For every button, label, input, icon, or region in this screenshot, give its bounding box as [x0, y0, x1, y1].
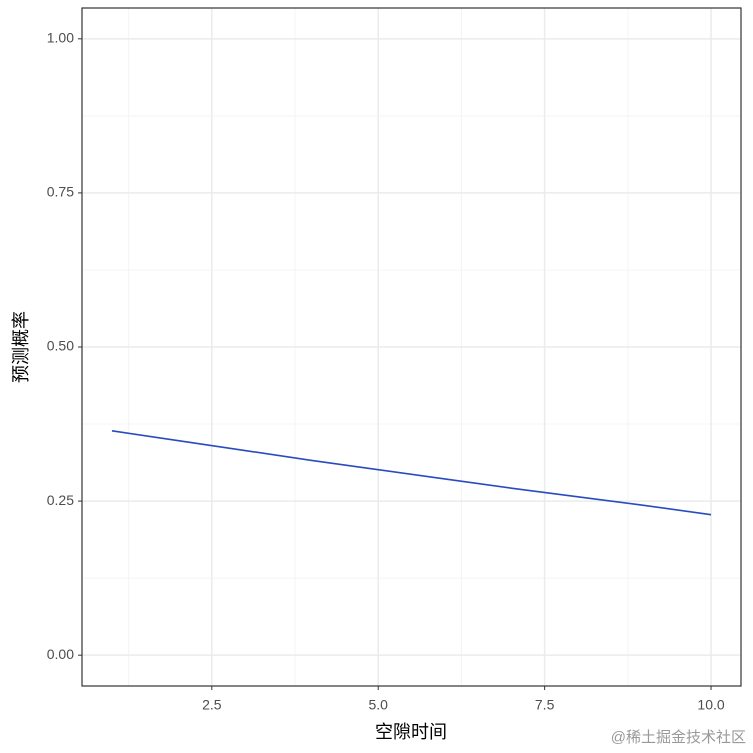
x-tick-label: 2.5	[202, 697, 222, 713]
x-tick-label: 10.0	[697, 697, 724, 713]
y-tick-label: 1.00	[47, 30, 74, 46]
watermark: @稀土掘金技术社区	[611, 729, 746, 746]
y-tick-label: 0.50	[47, 338, 74, 354]
y-axis-title: 预测概率	[11, 311, 31, 383]
x-tick-label: 5.0	[368, 697, 388, 713]
y-tick-label: 0.25	[47, 492, 74, 508]
y-tick-label: 0.75	[47, 184, 74, 200]
y-tick-label: 0.00	[47, 646, 74, 662]
x-axis-title: 空隙时间	[375, 722, 447, 742]
line	[111, 430, 712, 516]
x-tick-label: 7.5	[535, 697, 555, 713]
panel-border	[81, 7, 742, 687]
